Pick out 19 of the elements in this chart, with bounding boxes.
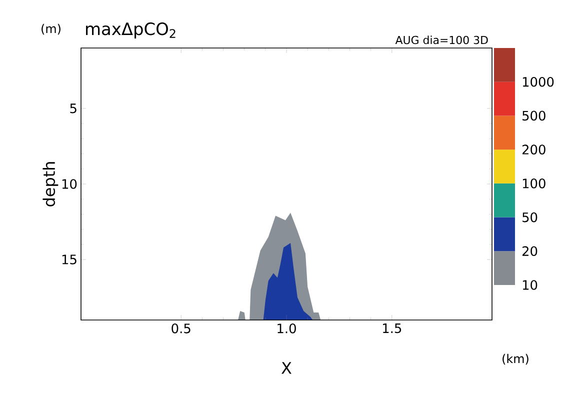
x-tick-label: 1.0 xyxy=(278,324,296,334)
text: 1000 xyxy=(522,76,554,87)
text: 500 xyxy=(522,110,546,121)
text: 100 xyxy=(522,178,546,188)
text: 20 xyxy=(522,246,538,256)
x-tick-label: 1.5 xyxy=(383,324,402,334)
text: (km) xyxy=(502,354,528,365)
y-axis-title: depth xyxy=(42,162,58,206)
text: 50 xyxy=(522,212,538,222)
y-tick-label: 15 xyxy=(62,254,76,264)
x-axis-title: X xyxy=(282,362,292,374)
chart-title: maxΔpCO$_{2}$ xyxy=(86,22,176,39)
y-tick-label: 10 xyxy=(62,179,77,189)
y-tick-label: 5 xyxy=(70,104,76,114)
text: (m) xyxy=(42,24,60,35)
text: 10 xyxy=(522,280,538,290)
chart-subtitle: AUG dia=100 3D xyxy=(395,36,488,44)
text: 200 xyxy=(522,144,546,154)
x-tick-label: 0.5 xyxy=(172,324,190,334)
